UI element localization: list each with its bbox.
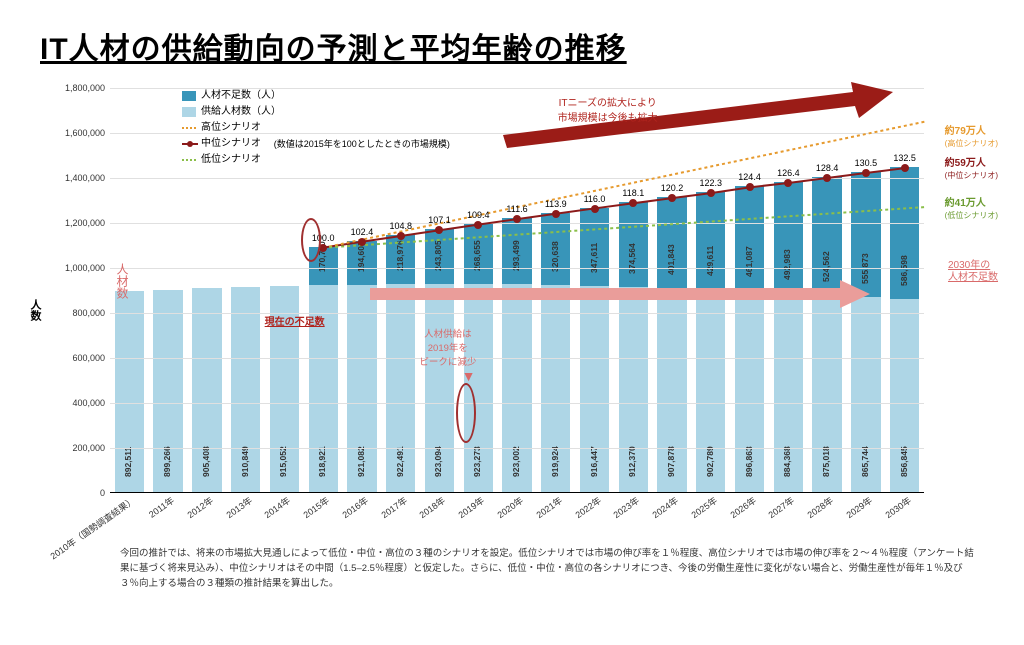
x-tick: 2016年 xyxy=(339,494,370,521)
legend-shortage: 人材不足数（人） xyxy=(201,88,281,104)
chart: 人数 0200,000400,000600,000800,0001,000,00… xyxy=(55,88,994,528)
y-tick: 200,000 xyxy=(72,443,105,453)
y-axis: 0200,000400,000600,000800,0001,000,0001,… xyxy=(55,88,110,493)
x-tick: 2017年 xyxy=(378,494,409,521)
mid-point xyxy=(397,232,405,240)
mid-label: 126.4 xyxy=(777,168,800,178)
y-tick: 0 xyxy=(100,488,105,498)
mid-point xyxy=(358,238,366,246)
annot-2030: 2030年の 人材不足数 xyxy=(948,260,998,284)
x-tick: 2019年 xyxy=(456,494,487,521)
swatch-shortage xyxy=(182,91,196,101)
mid-point xyxy=(435,226,443,234)
x-tick: 2012年 xyxy=(184,494,215,521)
y-tick: 1,000,000 xyxy=(65,263,105,273)
annot-jinzaisu: 人材数 xyxy=(114,263,131,299)
mid-point xyxy=(474,221,482,229)
mid-label: 111.6 xyxy=(506,204,527,214)
x-tick: 2022年 xyxy=(572,494,603,521)
mid-point xyxy=(629,199,637,207)
x-tick: 2020年 xyxy=(494,494,525,521)
y-tick: 1,400,000 xyxy=(65,173,105,183)
x-tick: 2026年 xyxy=(727,494,758,521)
mid-point xyxy=(862,169,870,177)
mid-point xyxy=(823,174,831,182)
annot-59: 約59万人(中位シナリオ) xyxy=(945,158,998,182)
mid-label: 124.4 xyxy=(738,172,761,182)
mid-label: 102.4 xyxy=(351,227,374,237)
x-tick: 2025年 xyxy=(688,494,719,521)
annot-peak: 人材供給は 2019年を ピークに減少 xyxy=(419,326,476,368)
annot-current: 現在の不足数 xyxy=(265,313,325,328)
y-tick: 600,000 xyxy=(72,353,105,363)
annot-41: 約41万人(低位シナリオ) xyxy=(945,198,998,222)
x-tick: 2024年 xyxy=(649,494,680,521)
circle-peak xyxy=(456,383,476,443)
x-tick: 2013年 xyxy=(223,494,254,521)
x-tick: 2015年 xyxy=(301,494,332,521)
mid-point xyxy=(784,179,792,187)
x-tick: 2029年 xyxy=(843,494,874,521)
x-tick: 2027年 xyxy=(766,494,797,521)
x-tick: 2014年 xyxy=(262,494,293,521)
legend-low: 低位シナリオ xyxy=(201,152,261,168)
y-tick: 400,000 xyxy=(72,398,105,408)
y-tick: 1,200,000 xyxy=(65,218,105,228)
mid-point xyxy=(746,183,754,191)
arrow-expand xyxy=(493,80,893,160)
y-axis-label: 人数 xyxy=(27,299,43,321)
annot-peak-arrow: ▼ xyxy=(462,368,476,384)
page-title: IT人材の供給動向の予測と平均年齢の推移 xyxy=(0,0,1024,68)
footnote: 今回の推計では、将来の市場拡大見通しによって低位・中位・高位の３種のシナリオを設… xyxy=(120,546,974,592)
swatch-high xyxy=(182,123,196,133)
y-tick: 1,600,000 xyxy=(65,128,105,138)
swatch-mid xyxy=(182,139,196,149)
mid-label: 116.0 xyxy=(584,194,606,204)
x-tick: 2030年 xyxy=(882,494,913,521)
mid-label: 128.4 xyxy=(816,163,839,173)
mid-label: 118.1 xyxy=(622,188,644,198)
x-tick: 2021年 xyxy=(533,494,564,521)
x-tick: 2018年 xyxy=(417,494,448,521)
mid-point xyxy=(707,189,715,197)
mid-point xyxy=(668,194,676,202)
mid-label: 113.9 xyxy=(545,199,567,209)
x-tick: 2028年 xyxy=(804,494,835,521)
annot-79: 約79万人(高位シナリオ) xyxy=(945,126,998,150)
legend: 人材不足数（人） 供給人材数（人） 高位シナリオ 中位シナリオ (数値は2015… xyxy=(182,88,450,168)
annot-expand: ITニーズの拡大により 市場規模は今後も拡大 xyxy=(558,94,658,124)
mid-label: 107.1 xyxy=(428,215,451,225)
mid-label: 104.8 xyxy=(389,221,412,231)
mid-label: 120.2 xyxy=(661,183,684,193)
mid-point xyxy=(901,164,909,172)
mid-label: 122.3 xyxy=(700,178,723,188)
x-tick: 2023年 xyxy=(611,494,642,521)
x-tick: 2011年 xyxy=(146,494,177,521)
y-tick: 800,000 xyxy=(72,308,105,318)
swatch-supply xyxy=(182,107,196,117)
legend-mid: 中位シナリオ xyxy=(201,136,261,152)
legend-high: 高位シナリオ xyxy=(201,120,261,136)
legend-mid-note: (数値は2015年を100としたときの市場規模) xyxy=(274,137,450,151)
y-tick: 1,800,000 xyxy=(65,83,105,93)
arrow-supply xyxy=(370,280,870,310)
mid-point xyxy=(552,210,560,218)
mid-label: 109.4 xyxy=(467,210,490,220)
mid-point xyxy=(591,205,599,213)
mid-point xyxy=(513,215,521,223)
plot-area: 人材不足数（人） 供給人材数（人） 高位シナリオ 中位シナリオ (数値は2015… xyxy=(110,88,924,493)
swatch-low xyxy=(182,155,196,165)
legend-supply: 供給人材数（人） xyxy=(201,104,281,120)
mid-label: 132.5 xyxy=(893,153,916,163)
